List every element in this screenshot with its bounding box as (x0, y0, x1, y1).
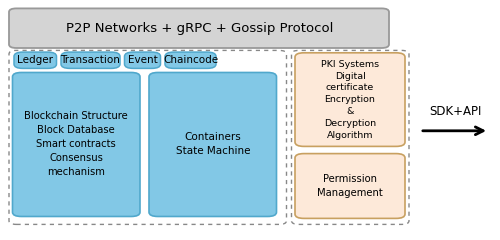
Text: Permission
Management: Permission Management (317, 174, 383, 198)
Text: Transaction: Transaction (60, 55, 120, 65)
FancyBboxPatch shape (149, 72, 276, 216)
FancyBboxPatch shape (61, 52, 120, 68)
FancyBboxPatch shape (165, 52, 216, 68)
FancyBboxPatch shape (9, 50, 286, 224)
FancyBboxPatch shape (9, 8, 389, 48)
FancyBboxPatch shape (14, 52, 56, 68)
Text: SDK+API: SDK+API (429, 105, 481, 118)
Text: Blockchain Structure
Block Database
Smart contracts
Consensus
mechanism: Blockchain Structure Block Database Smar… (24, 111, 128, 177)
Text: Event: Event (128, 55, 158, 65)
FancyBboxPatch shape (292, 50, 409, 224)
Text: Chaincode: Chaincode (163, 55, 218, 65)
FancyBboxPatch shape (124, 52, 160, 68)
FancyBboxPatch shape (12, 72, 140, 216)
Text: PKI Systems
Digital
certificate
Encryption
&
Decryption
Algorithm: PKI Systems Digital certificate Encrypti… (321, 60, 379, 139)
FancyBboxPatch shape (295, 154, 405, 218)
Text: Containers
State Machine: Containers State Machine (176, 132, 250, 156)
FancyBboxPatch shape (295, 53, 405, 146)
Text: Ledger: Ledger (17, 55, 53, 65)
Text: P2P Networks + gRPC + Gossip Protocol: P2P Networks + gRPC + Gossip Protocol (66, 22, 334, 35)
